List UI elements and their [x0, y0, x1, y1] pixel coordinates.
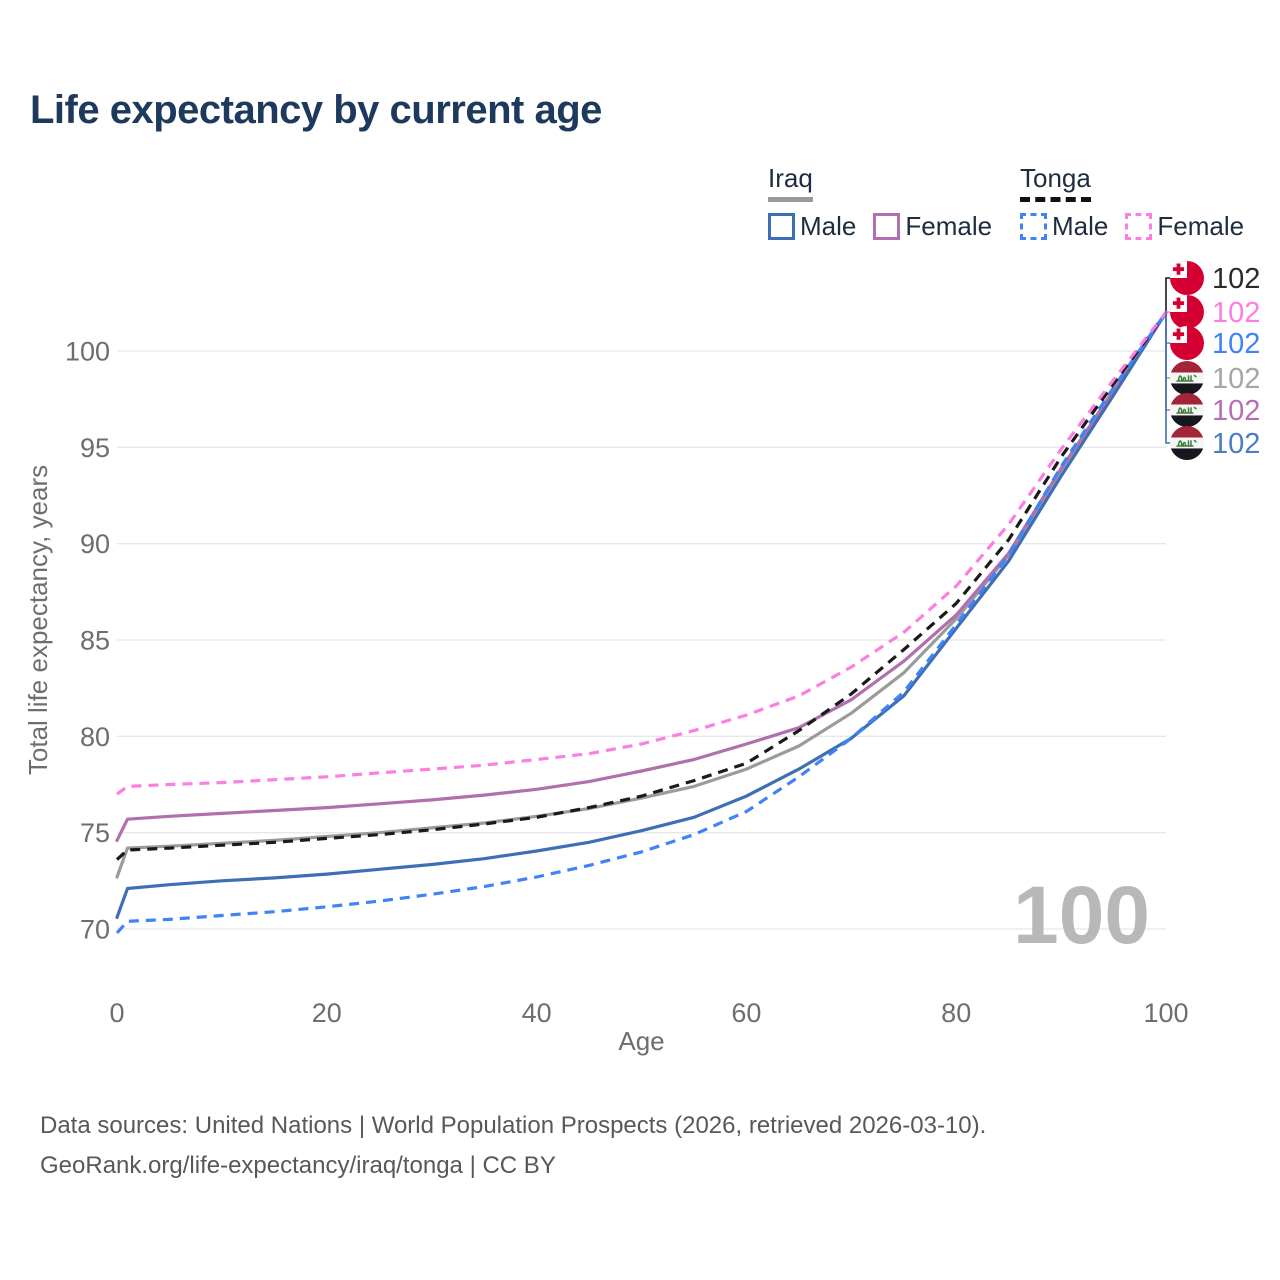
- series-line-iraq-female[interactable]: [115, 310, 1168, 842]
- legend-item-tonga-male[interactable]: Male: [1020, 211, 1108, 242]
- end-label-iraq-female: 102: [1170, 393, 1260, 427]
- legend-items-tonga: Male Female: [1020, 211, 1261, 242]
- legend-item-iraq-female[interactable]: Female: [873, 211, 992, 242]
- y-tick-label-70: 70: [80, 914, 110, 944]
- tonga-flag-icon: [1170, 261, 1204, 295]
- legend-group-tonga: Tonga Male Female: [1020, 163, 1261, 242]
- x-tick-label-100: 100: [1143, 998, 1188, 1028]
- legend-label-iraq-female: Female: [905, 211, 993, 241]
- y-tick-label-80: 80: [80, 722, 110, 752]
- series-line-iraq-total[interactable]: [115, 310, 1168, 879]
- x-tick-label-0: 0: [109, 998, 124, 1028]
- end-label-tonga-total: 102: [1170, 261, 1260, 295]
- series-line-iraq-male[interactable]: [115, 310, 1168, 919]
- end-label-leader-tonga-total: [1165, 277, 1171, 313]
- end-label-leader-tonga-female: [1165, 311, 1171, 313]
- end-label-value-tonga-female: 102: [1212, 297, 1260, 329]
- tonga-flag-icon: [1170, 295, 1204, 329]
- legend-label-iraq-male: Male: [800, 211, 857, 241]
- y-tick-label-100: 100: [65, 336, 110, 366]
- x-tick-label-40: 40: [522, 998, 552, 1028]
- x-tick-label-80: 80: [941, 998, 971, 1028]
- series-line-tonga-total[interactable]: [115, 311, 1168, 861]
- legend-label-tonga-female: Female: [1157, 211, 1245, 241]
- footer-url-line: GeoRank.org/life-expectancy/iraq/tonga |…: [40, 1152, 556, 1179]
- y-tick-label-75: 75: [80, 818, 110, 848]
- end-label-tonga-female: 102: [1170, 295, 1260, 329]
- age-indicator-watermark: 100: [1013, 870, 1150, 961]
- legend-group-iraq: Iraq Male Female: [768, 163, 1009, 242]
- end-label-tonga-male: 102: [1170, 326, 1260, 360]
- iraq-flag-icon: [1170, 361, 1204, 395]
- page-title: Life expectancy by current age: [30, 88, 602, 132]
- legend-swatch-iraq-female: [873, 213, 901, 240]
- x-tick-label-20: 20: [312, 998, 342, 1028]
- end-label-value-tonga-total: 102: [1212, 263, 1260, 295]
- series-line-tonga-male[interactable]: [115, 311, 1168, 934]
- legend-label-tonga-male: Male: [1052, 211, 1109, 241]
- legend-item-tonga-female[interactable]: Female: [1125, 211, 1244, 242]
- legend-items-iraq: Male Female: [768, 211, 1009, 242]
- y-tick-label-95: 95: [80, 433, 110, 463]
- footer: Data sources: United Nations | World Pop…: [40, 1106, 986, 1186]
- y-tick-label-85: 85: [80, 625, 110, 655]
- legend-item-iraq-male[interactable]: Male: [768, 211, 856, 242]
- end-label-leader-iraq-male: [1165, 312, 1171, 444]
- end-label-iraq-total: 102: [1170, 361, 1260, 395]
- legend-group-label-iraq: Iraq: [768, 163, 813, 202]
- x-tick-label-60: 60: [731, 998, 761, 1028]
- tonga-flag-icon: [1170, 326, 1204, 360]
- legend-swatch-tonga-female: [1125, 213, 1153, 240]
- end-label-value-iraq-female: 102: [1212, 395, 1260, 427]
- end-label-value-tonga-male: 102: [1212, 328, 1260, 360]
- series-line-tonga-female[interactable]: [116, 311, 1168, 796]
- legend-swatch-iraq-male: [768, 213, 795, 240]
- iraq-flag-icon: [1170, 426, 1204, 460]
- legend-group-label-tonga: Tonga: [1020, 163, 1091, 202]
- y-tick-label-90: 90: [80, 529, 110, 559]
- iraq-flag-icon: [1170, 393, 1204, 427]
- y-axis-title: Total life expectancy, years: [23, 465, 53, 775]
- x-axis-title: Age: [618, 1026, 664, 1056]
- footer-source-line: Data sources: United Nations | World Pop…: [40, 1112, 987, 1139]
- end-label-value-iraq-male: 102: [1212, 428, 1260, 460]
- end-label-value-iraq-total: 102: [1212, 363, 1260, 395]
- end-label-iraq-male: 102: [1170, 426, 1260, 460]
- legend-swatch-tonga-male: [1020, 213, 1047, 240]
